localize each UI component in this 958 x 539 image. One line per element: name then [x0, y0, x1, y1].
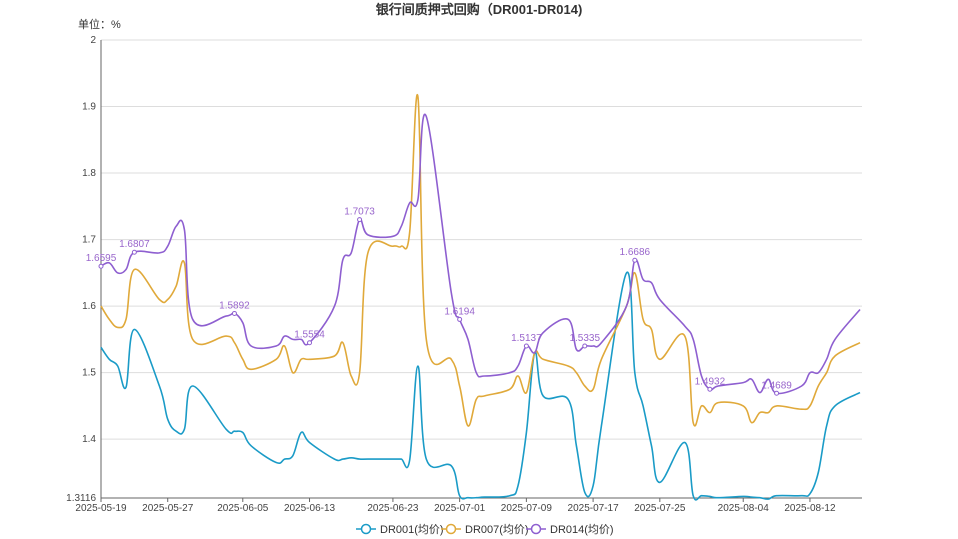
x-tick-label: 2025-07-09 [501, 503, 553, 514]
data-point [457, 316, 463, 322]
legend-label: DR014(均价) [550, 523, 614, 536]
x-tick-label: 2025-07-17 [568, 503, 620, 514]
data-label: 1.5892 [219, 300, 250, 311]
series-line-3 [100, 113, 861, 395]
data-label: 1.6595 [86, 253, 117, 264]
data-point [98, 263, 104, 269]
data-label: 1.7073 [344, 207, 375, 218]
x-tick-label: 2025-06-05 [217, 503, 269, 514]
gridlines [101, 39, 862, 440]
x-tick-label: 2025-08-12 [784, 503, 836, 514]
chart-title: 银行间质押式回购（DR001-DR014) [376, 2, 583, 17]
legend-label: DR001(均价) [380, 523, 444, 536]
y-tick-label: 1.6 [82, 301, 96, 312]
legend-label: DR007(均价) [465, 523, 529, 536]
legend-item-3[interactable]: DR014(均价) [526, 523, 614, 536]
data-label: 1.4689 [761, 380, 792, 391]
data-label: 1.5335 [569, 333, 600, 344]
series-line-1 [100, 271, 861, 501]
data-label: 1.6686 [620, 247, 651, 258]
y-tick-label: 1.7 [82, 235, 96, 246]
data-point [774, 390, 780, 396]
legend[interactable]: DR001(均价) DR007(均价) DR014(均价) [356, 523, 614, 536]
x-tick-label: 2025-06-13 [284, 503, 336, 514]
data-point [131, 249, 137, 255]
data-label: 1.5137 [511, 333, 542, 344]
data-point [523, 343, 529, 349]
legend-marker [445, 523, 457, 535]
legend-item-1[interactable]: DR001(均价) [356, 523, 444, 536]
y-tick-label: 1.4 [82, 434, 96, 445]
data-point [357, 217, 363, 223]
x-tick-label: 2025-05-19 [75, 503, 127, 514]
y-tick-label: 1.9 [82, 102, 96, 113]
data-point [582, 343, 588, 349]
x-tick-label: 2025-05-27 [142, 503, 194, 514]
series-line-2 [100, 93, 861, 427]
data-label: 1.5554 [294, 330, 325, 341]
data-point [307, 340, 313, 346]
y-tick-label: 2 [90, 35, 96, 46]
data-label: 1.6807 [119, 239, 150, 250]
legend-item-2[interactable]: DR007(均价) [441, 523, 529, 536]
data-point [632, 257, 638, 263]
legend-marker [530, 523, 542, 535]
data-point [231, 310, 237, 316]
data-label: 1.4932 [695, 376, 726, 387]
data-point [707, 386, 713, 392]
data-label: 1.6194 [444, 306, 475, 317]
x-tick-label: 2025-08-04 [718, 503, 770, 514]
x-tick-label: 2025-06-23 [367, 503, 419, 514]
x-tick-label: 2025-07-01 [434, 503, 486, 514]
y-tick-label: 1.3116 [66, 493, 96, 504]
y-tick-label: 1.8 [82, 168, 96, 179]
unit-label: 单位：% [78, 17, 121, 31]
y-tick-label: 1.5 [82, 368, 96, 379]
x-tick-label: 2025-07-25 [634, 503, 686, 514]
legend-marker [360, 523, 372, 535]
